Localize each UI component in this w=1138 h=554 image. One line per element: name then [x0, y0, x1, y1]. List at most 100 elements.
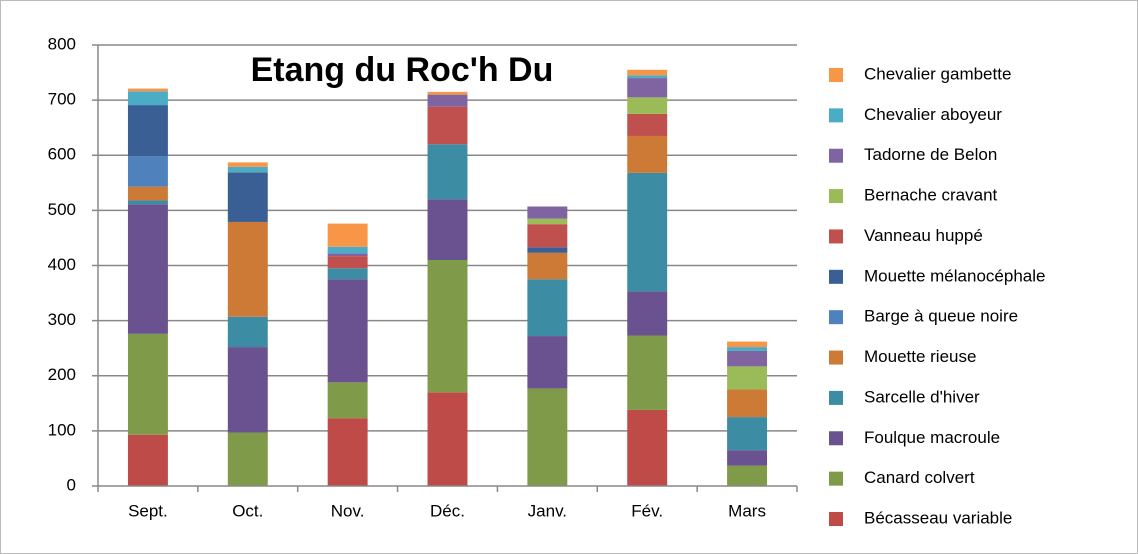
y-tick-label: 800 — [48, 34, 76, 53]
chart-title: Etang du Roc'h Du — [251, 51, 554, 89]
legend-label: Barge à queue noire — [864, 307, 1018, 326]
bar-segment — [627, 409, 668, 486]
y-tick-label: 500 — [48, 200, 76, 219]
x-tick-label: Sept. — [128, 501, 168, 520]
bar-segment — [627, 335, 668, 410]
legend-label: Vanneau huppé — [864, 226, 983, 245]
legend-swatch — [829, 471, 843, 486]
legend-swatch — [829, 189, 843, 204]
bar-segment — [627, 113, 668, 136]
y-tick-label: 0 — [67, 475, 76, 494]
bar-segment — [727, 341, 768, 348]
bar-segment — [327, 253, 368, 257]
legend-label: Canard colvert — [864, 468, 975, 487]
bar-segment — [727, 350, 768, 367]
bar-segment — [427, 392, 468, 486]
bar-segment — [327, 223, 368, 247]
legend-label: Mouette rieuse — [864, 347, 976, 366]
bar-segment — [627, 291, 668, 336]
bar-segment — [727, 450, 768, 466]
bar-segment — [627, 75, 668, 79]
x-tick-label: Janv. — [528, 501, 567, 520]
legend-swatch — [829, 310, 843, 325]
bar-segment — [127, 156, 168, 187]
bar-segment — [727, 366, 768, 390]
legend-swatch — [829, 148, 843, 163]
bar-segment — [527, 247, 568, 253]
bar-segment — [527, 336, 568, 389]
bar-segment — [327, 268, 368, 280]
plot-area: 0 100 200 300 400 500 600 700 800 Sept. Oct. Nov. Dé… — [48, 34, 798, 520]
bar-segment — [527, 252, 568, 280]
bar-segment — [327, 279, 368, 383]
bar-segment — [127, 333, 168, 435]
bar-segment — [727, 389, 768, 418]
legend-label: Mouette mélanocéphale — [864, 266, 1045, 285]
legend-swatch — [829, 431, 843, 446]
bar-segment — [727, 465, 768, 486]
bar-segment — [627, 172, 668, 292]
legend-label: Chevalier gambette — [864, 64, 1011, 83]
bar-segment — [127, 88, 168, 92]
bar-segment — [427, 259, 468, 393]
bar-segment — [427, 199, 468, 260]
bar-segment — [127, 105, 168, 157]
bar-segment — [627, 69, 668, 76]
bar-segment — [727, 417, 768, 451]
bar-segment — [627, 135, 668, 173]
bar-segment — [627, 97, 668, 114]
bar-segment — [227, 221, 268, 317]
bar-segment — [527, 388, 568, 486]
bar-segment — [227, 162, 268, 167]
y-tick-label: 100 — [48, 420, 76, 439]
legend-swatch — [829, 229, 843, 244]
bar-segment — [327, 418, 368, 486]
y-tick-label: 200 — [48, 365, 76, 384]
y-tick-label: 300 — [48, 310, 76, 329]
bar-segment — [527, 206, 568, 219]
bar-segment — [627, 78, 668, 98]
y-tick-label: 600 — [48, 145, 76, 164]
x-tick-label: Oct. — [232, 501, 263, 520]
bar-segment — [227, 316, 268, 348]
legend-label: Sarcelle d'hiver — [864, 387, 980, 406]
legend-swatch — [829, 390, 843, 405]
bar-segment — [527, 218, 568, 225]
bar-segment — [327, 382, 368, 419]
legend-label: Foulque macroule — [864, 428, 1000, 447]
y-tick-label: 400 — [48, 255, 76, 274]
legend-label: Tadorne de Belon — [864, 145, 997, 164]
bar-segment — [127, 91, 168, 106]
bar-segment — [727, 347, 768, 351]
legend-label: Bernache cravant — [864, 186, 998, 205]
legend-swatch — [829, 350, 843, 365]
bar-segment — [327, 246, 368, 254]
bar-segment — [527, 224, 568, 248]
x-tick-label: Déc. — [430, 501, 465, 520]
x-tick-label: Fév. — [631, 501, 663, 520]
bar-segment — [227, 347, 268, 433]
legend-swatch — [829, 108, 843, 123]
bar-segment — [127, 186, 168, 201]
bar-segment — [527, 279, 568, 337]
bar-segment — [327, 256, 368, 269]
bar-segment — [427, 144, 468, 200]
bar-segment — [227, 432, 268, 486]
x-tick-label: Nov. — [331, 501, 365, 520]
bar-segment — [427, 94, 468, 107]
legend-swatch — [829, 269, 843, 284]
bar-segment — [227, 166, 268, 173]
legend-swatch — [829, 68, 843, 82]
bar-segment — [427, 106, 468, 145]
legend-label: Bécasseau variable — [864, 508, 1012, 527]
bar-segment — [427, 91, 468, 95]
bar-segment — [127, 434, 168, 486]
bar-segment — [227, 172, 268, 222]
legend-label: Chevalier aboyeur — [864, 105, 1002, 124]
x-tick-label: Mars — [728, 501, 766, 520]
legend-swatch — [829, 512, 843, 526]
bar-segment — [127, 204, 168, 334]
y-tick-label: 700 — [48, 90, 76, 109]
